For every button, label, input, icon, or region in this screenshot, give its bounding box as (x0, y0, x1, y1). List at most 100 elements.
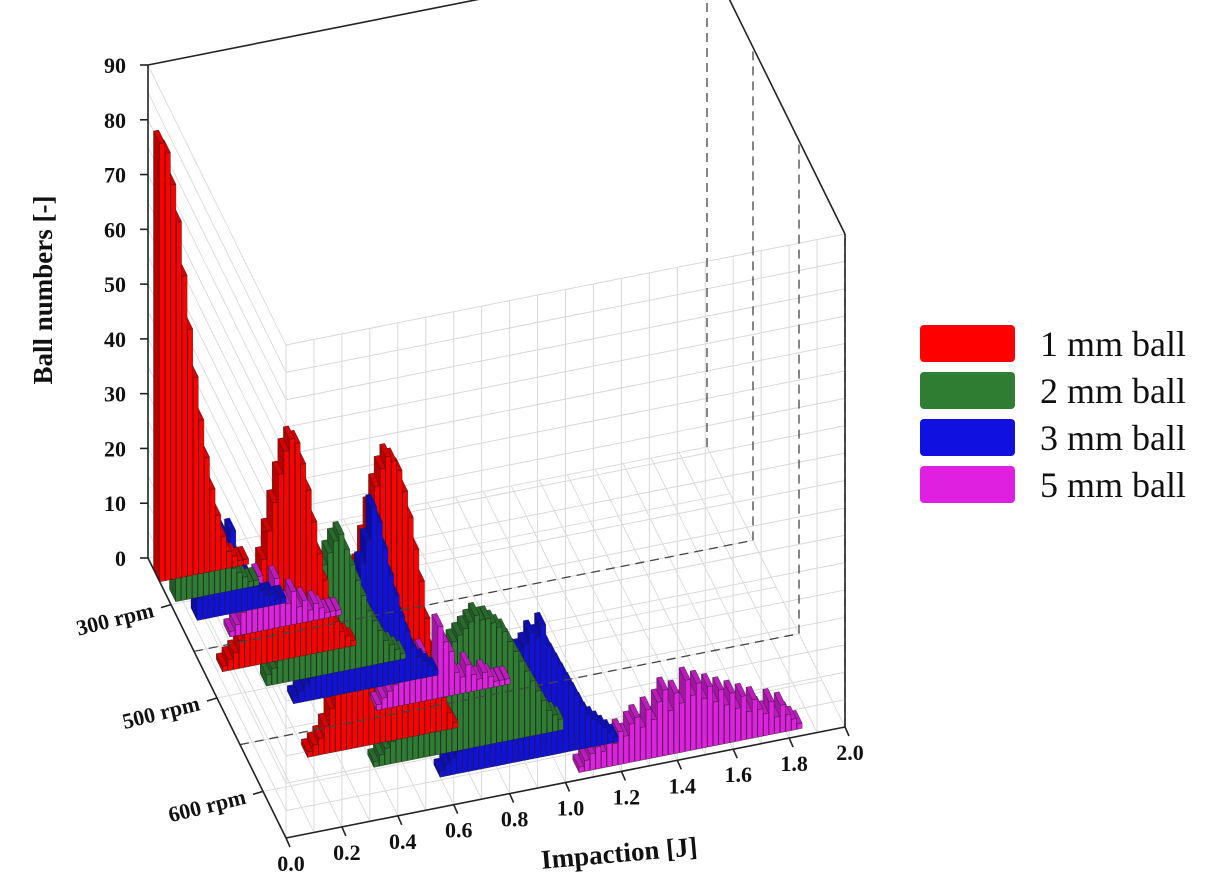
bar-top (223, 617, 236, 632)
legend-label-5mm: 5 mm ball (1040, 465, 1186, 505)
bar-front (651, 718, 657, 759)
bar-front (410, 646, 417, 681)
bar-front (193, 376, 199, 576)
bar-top (678, 666, 691, 681)
bar-front (427, 664, 433, 678)
bar-top (317, 712, 330, 727)
bar-front (596, 722, 602, 747)
x-tick-label: 1.2 (613, 784, 641, 809)
bar-front (298, 690, 305, 703)
x-tick-mark (452, 804, 459, 815)
bar-top (370, 691, 382, 706)
x-tick-label: 0.8 (501, 807, 529, 832)
bar-front (295, 442, 301, 658)
bar-top (283, 425, 295, 440)
bar-top (221, 645, 234, 660)
bars-layer (153, 129, 803, 778)
grid-line (147, 64, 287, 346)
bar-front (345, 635, 351, 648)
x-tick-mark (508, 793, 515, 803)
bar-front (393, 683, 399, 708)
bar-front (741, 695, 747, 741)
bar-front (389, 644, 395, 662)
rpm-label: 300 rpm (74, 597, 157, 640)
bar-front (713, 700, 719, 747)
bar-top (479, 605, 491, 620)
bar-front (607, 731, 614, 745)
bar-top (277, 437, 290, 452)
bar-top (523, 619, 535, 634)
bar-front (310, 677, 316, 701)
bar-front (289, 438, 295, 659)
bar-front (220, 535, 227, 570)
bar-top (359, 527, 372, 542)
bar-top (368, 472, 380, 487)
bar-front (209, 488, 216, 573)
bar-front (394, 648, 401, 661)
bar-front (763, 712, 769, 737)
bar-front (735, 707, 741, 742)
bar-front (285, 602, 291, 627)
bar-front (304, 683, 310, 702)
z-tick-label: 70 (104, 163, 126, 188)
bar-side (153, 130, 160, 582)
bar-front (198, 419, 205, 575)
bar-front (215, 514, 221, 571)
bar-front (232, 555, 238, 568)
bar-front (701, 697, 708, 749)
grid-line (147, 446, 708, 559)
bar-front (421, 660, 428, 679)
bar-front (618, 730, 624, 766)
z-tick-label: 0 (115, 546, 126, 571)
bar-front (602, 727, 608, 746)
bar-front (437, 625, 444, 699)
x-tick-mark (676, 759, 683, 770)
bar-front (443, 641, 449, 698)
bar-front (204, 456, 210, 574)
rpm-tick-mark (160, 603, 172, 609)
z-tick-label: 80 (104, 108, 126, 133)
bar-top (773, 691, 786, 706)
bar-front (785, 713, 792, 732)
bar-front (552, 714, 558, 732)
bar-top (456, 615, 469, 630)
bar-front (657, 701, 663, 758)
bar-top (493, 666, 505, 681)
bar-front (266, 673, 272, 687)
bar-front (355, 579, 362, 669)
x-tick-label: 1.6 (724, 762, 752, 787)
bar-top (723, 679, 736, 694)
x-tick-label: 0.6 (445, 818, 473, 843)
bar (301, 738, 313, 758)
bar-front (344, 548, 350, 671)
bar-top (534, 611, 547, 626)
bar-front (729, 692, 736, 743)
bar-front (240, 611, 247, 636)
x-tick-mark (285, 837, 291, 848)
bar-front (339, 630, 346, 649)
bar (216, 652, 228, 673)
bar-top (628, 703, 641, 718)
z-tick-label: 10 (104, 491, 126, 516)
bar-front (383, 639, 389, 664)
bar-top (296, 586, 308, 601)
bar-top (332, 520, 345, 536)
bar-front (324, 725, 330, 755)
bar (153, 129, 166, 583)
z-tick-label: 90 (104, 53, 126, 78)
row-separator-line (239, 633, 800, 746)
bar-front (311, 521, 318, 655)
bar-front (757, 708, 764, 738)
bar-top (379, 443, 392, 458)
bar-top (153, 129, 166, 144)
bar-front (724, 704, 730, 745)
bar (370, 691, 382, 711)
bar-front (361, 594, 367, 668)
bar-front (476, 678, 483, 691)
bar-front (372, 619, 378, 666)
bar-front (291, 590, 297, 626)
bar-front (231, 567, 237, 591)
legend-label-1mm: 1 mm ball (1040, 324, 1186, 364)
bar-top (433, 757, 446, 772)
